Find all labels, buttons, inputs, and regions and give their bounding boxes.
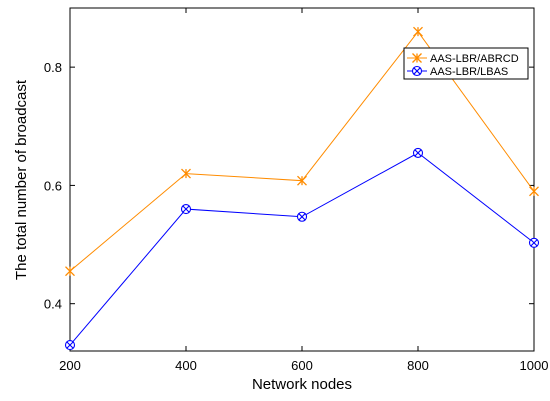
x-tick-label: 200	[59, 358, 81, 373]
x-tick-label: 800	[407, 358, 429, 373]
data-point	[181, 168, 191, 179]
y-tick-label: 0.4	[44, 297, 62, 312]
legend-label-2: AAS-LBR/LBAS	[430, 66, 508, 78]
legend-label-1: AAS-LBR/ABRCD	[430, 53, 519, 65]
y-tick-label: 0.6	[44, 178, 62, 193]
data-point	[64, 340, 76, 351]
y-tick-label: 0.8	[44, 60, 62, 75]
legend: AAS-LBR/ABRCD AAS-LBR/LBAS	[403, 47, 529, 80]
data-point	[413, 26, 423, 37]
legend-marker-circle	[411, 65, 423, 77]
x-tick-label: 600	[291, 358, 313, 373]
data-point	[180, 204, 192, 215]
data-point	[528, 237, 540, 248]
data-point	[296, 211, 308, 222]
legend-box	[403, 47, 529, 80]
legend-marker-2	[411, 65, 423, 77]
data-point	[529, 186, 539, 197]
x-tick-label: 1000	[520, 358, 549, 373]
x-tick-label: 400	[175, 358, 197, 373]
data-point	[412, 147, 424, 158]
data-point	[65, 266, 75, 277]
legend-marker-1	[412, 53, 422, 63]
legend-marker-star	[412, 53, 422, 63]
y-axis-label: The total number of broadcast	[13, 79, 30, 280]
series-group	[64, 26, 540, 351]
ticks-group: 200 400 600 800 1000 0.4 0.6 0.8	[44, 8, 549, 373]
data-point	[297, 175, 307, 186]
x-axis-label: Network nodes	[252, 376, 352, 393]
